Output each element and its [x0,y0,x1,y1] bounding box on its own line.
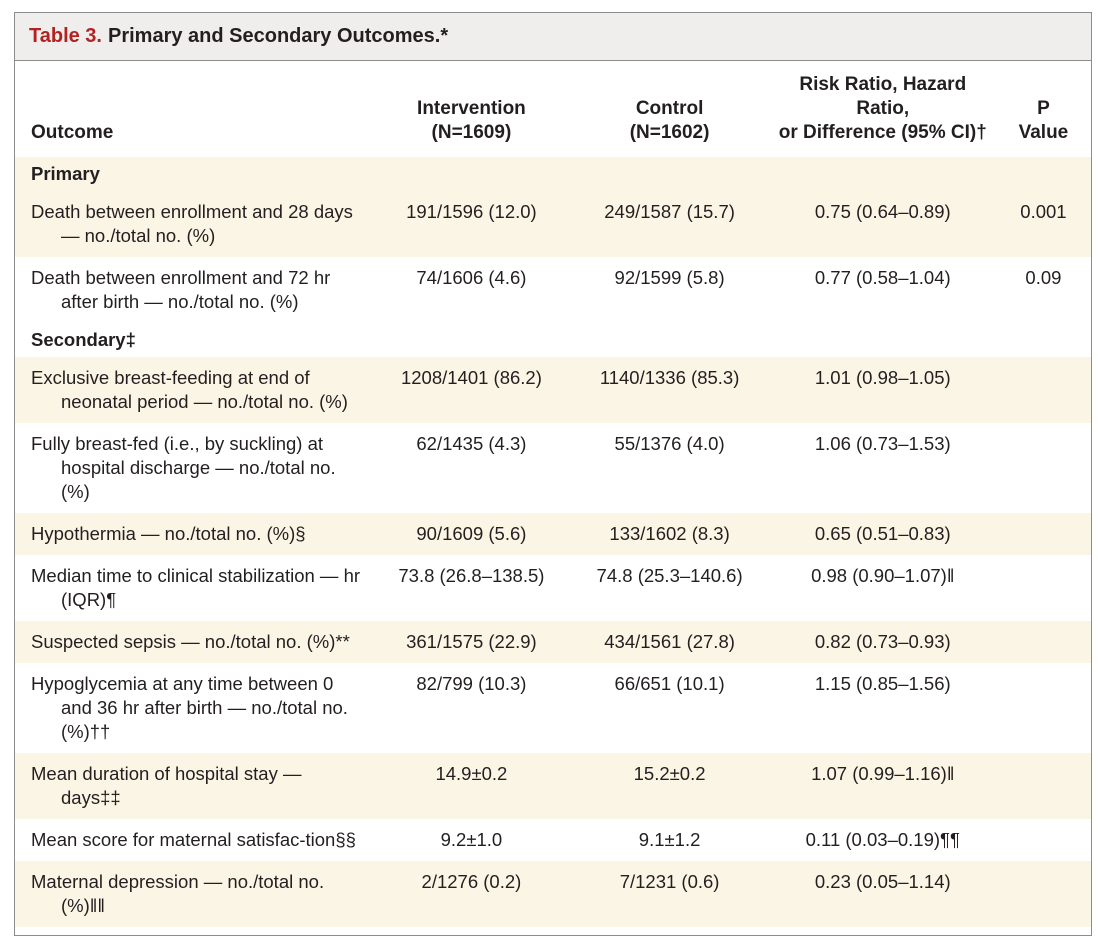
table-frame: Table 3. Primary and Secondary Outcomes.… [14,12,1092,936]
control-cell: 9.1±1.2 [638,829,701,850]
ratio-cell: 1.01 (0.98–1.05) [769,357,996,423]
intervention-cell: 14.9±0.2 [373,753,570,819]
section-row-secondary: Secondary‡ [15,323,1091,357]
header-ratio-line2: or Difference (95% CI)† [778,122,987,143]
control-cell: 133/1602 (8.3) [569,513,770,555]
intervention-cell: 73.8 (26.8–138.5) [398,565,545,586]
table-title: Table 3. Primary and Secondary Outcomes.… [15,13,1091,61]
p-value-cell [995,861,1091,927]
header-p-value: P Value [996,61,1091,157]
header-control-line1: Control [635,98,704,119]
control-cell: 92/1599 (5.8) [614,267,725,288]
outcome-cell: Median time to clinical stabilization — … [31,565,361,610]
outcome-cell: Exclusive breast-feeding at end of neona… [31,367,348,412]
ratio-cell: 1.07 (0.99–1.16)‖ [769,753,996,819]
outcome-cell: Fully breast-fed (i.e., by suckling) at … [31,433,336,502]
ratio-cell: 1.15 (0.85–1.56) [814,673,951,694]
control-cell: 249/1587 (15.7) [569,191,770,257]
intervention-cell: 9.2±1.0 [440,829,503,850]
intervention-cell: 74/1606 (4.6) [416,267,527,288]
outcome-cell: Mean duration of hospital stay — days‡‡ [31,763,302,808]
p-value-cell: 0.09 [1025,267,1062,288]
control-cell: 55/1376 (4.0) [614,433,725,454]
section-label-primary: Primary [15,157,1091,191]
outcome-cell: Suspected sepsis — no./total no. (%)** [31,631,350,652]
header-row: Outcome Intervention (N=1609) Control (N… [15,61,1091,157]
header-intervention: Intervention (N=1609) [373,61,569,157]
outcome-cell: Hypoglycemia at any time between 0 and 3… [31,673,348,742]
header-outcome: Outcome [31,122,114,143]
p-value-cell: 0.001 [995,191,1091,257]
p-value-cell [995,621,1091,663]
p-value-cell [995,357,1091,423]
ratio-cell: 0.98 (0.90–1.07)‖ [811,565,955,586]
p-value-cell [995,513,1091,555]
table-number: Table 3. [29,25,102,47]
table-row: Death between enrollment and 72 hr after… [15,257,1091,323]
outcome-cell: Hypothermia — no./total no. (%)§ [31,523,306,544]
table-row: Death between enrollment and 28 days — n… [15,191,1091,257]
header-ratio: Risk Ratio, Hazard Ratio, or Difference … [770,61,996,157]
table-row: Suspected sepsis — no./total no. (%)** 3… [15,621,1091,663]
intervention-cell: 1208/1401 (86.2) [373,357,570,423]
control-cell: 7/1231 (0.6) [569,861,770,927]
table-row: Exclusive breast-feeding at end of neona… [15,357,1091,423]
control-cell: 15.2±0.2 [569,753,770,819]
header-intervention-line1: Intervention [417,98,526,119]
header-p-line2: Value [1018,122,1069,143]
intervention-cell: 2/1276 (0.2) [373,861,570,927]
header-control-line2: (N=1602) [629,122,710,143]
control-cell: 434/1561 (27.8) [569,621,770,663]
outcome-cell: Maternal depression — no./total no. (%)‖… [31,871,325,916]
intervention-cell: 82/799 (10.3) [416,673,527,694]
intervention-cell: 361/1575 (22.9) [373,621,570,663]
header-control: Control (N=1602) [570,61,770,157]
p-value-cell [996,819,1091,861]
ratio-cell: 0.65 (0.51–0.83) [769,513,996,555]
table-row: Hypothermia — no./total no. (%)§ 90/1609… [15,513,1091,555]
section-label-secondary: Secondary‡ [31,329,136,350]
table-row: Fully breast-fed (i.e., by suckling) at … [15,423,1091,513]
table-caption: Primary and Secondary Outcomes.* [108,25,449,47]
header-ratio-line1: Risk Ratio, Hazard Ratio, [799,74,967,119]
outcome-cell: Death between enrollment and 28 days — n… [31,201,353,246]
p-value-cell [995,753,1091,819]
control-cell: 1140/1336 (85.3) [569,357,770,423]
ratio-cell: 0.82 (0.73–0.93) [769,621,996,663]
control-cell: 66/651 (10.1) [614,673,725,694]
outcome-cell: Mean score for maternal satisfac-tion§§ [31,829,356,850]
p-value-cell [996,423,1091,513]
ratio-cell: 0.75 (0.64–0.89) [769,191,996,257]
intervention-cell: 191/1596 (12.0) [373,191,570,257]
table-row: Maternal depression — no./total no. (%)‖… [15,861,1091,927]
ratio-cell: 0.77 (0.58–1.04) [814,267,951,288]
intervention-cell: 62/1435 (4.3) [416,433,527,454]
ratio-cell: 0.23 (0.05–1.14) [769,861,996,927]
table-row: Mean duration of hospital stay — days‡‡ … [15,753,1091,819]
header-intervention-line2: (N=1609) [431,122,512,143]
table-row: Median time to clinical stabilization — … [15,555,1091,621]
p-value-cell [996,663,1091,753]
outcomes-table: Outcome Intervention (N=1609) Control (N… [15,61,1091,927]
header-p-line1: P [1037,98,1050,119]
table-row: Mean score for maternal satisfac-tion§§ … [15,819,1091,861]
section-row-primary: Primary [15,157,1091,191]
intervention-cell: 90/1609 (5.6) [373,513,570,555]
control-cell: 74.8 (25.3–140.6) [596,565,743,586]
table-row: Hypoglycemia at any time between 0 and 3… [15,663,1091,753]
p-value-cell [996,555,1091,621]
ratio-cell: 1.06 (0.73–1.53) [814,433,951,454]
ratio-cell: 0.11 (0.03–0.19)¶¶ [805,829,960,850]
outcome-cell: Death between enrollment and 72 hr after… [31,267,331,312]
